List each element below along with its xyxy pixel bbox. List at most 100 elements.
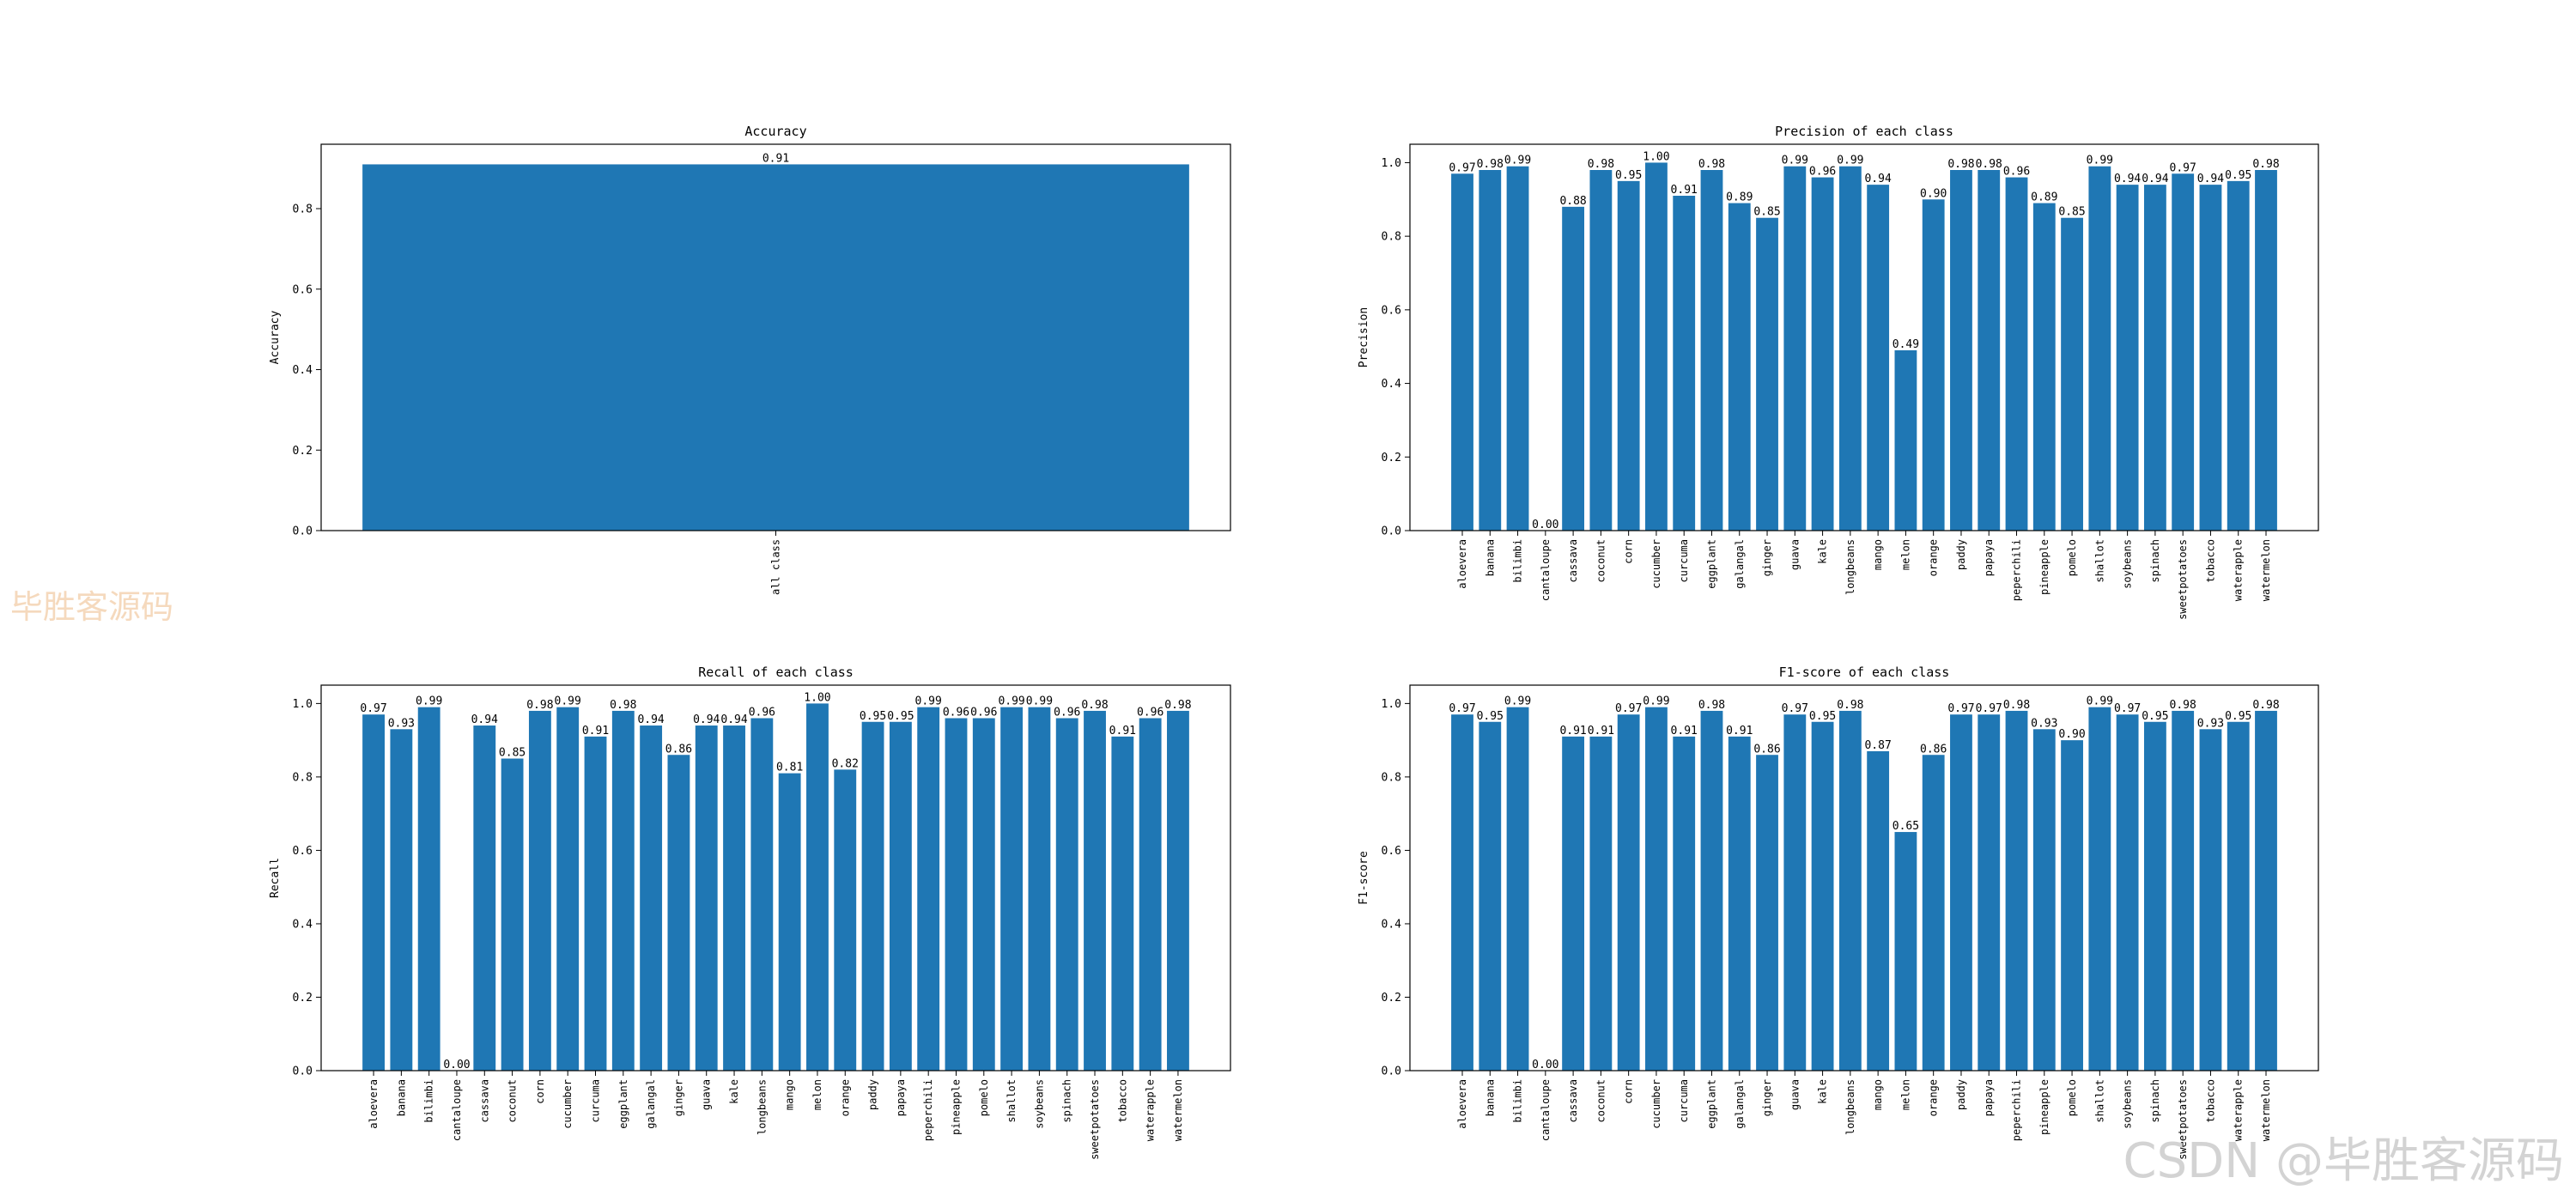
bar-value-label: 0.86 [1920,743,1947,756]
x-tick-label: cantaloupe [1540,1079,1552,1141]
bar-value-label: 0.95 [1809,710,1836,723]
bar-coconut [501,758,524,1071]
bar-soybeans [2116,714,2139,1071]
bar-eggplant [611,710,635,1071]
bar-value-label: 0.99 [1643,695,1669,708]
y-tick-label: 0.6 [293,845,313,858]
bar-value-label: 0.91 [762,152,789,165]
bar-mango [778,773,801,1071]
x-tick-label: kale [728,1079,740,1104]
bar-value-label: 0.97 [1976,702,2002,715]
x-tick-label: sweetpotatoes [2177,1079,2189,1160]
y-tick-label: 0.2 [293,445,313,458]
x-tick-label: eggplant [1705,1079,1717,1129]
x-tick-label: cantaloupe [451,1079,463,1141]
bar-value-label: 0.93 [2031,717,2057,730]
bar-banana [1479,721,1502,1071]
bar-guava [1783,166,1807,531]
bar-cucumber [1645,707,1668,1071]
x-tick-label: corn [534,1079,546,1104]
x-tick-label: galangal [1734,1079,1746,1129]
x-tick-label: melon [811,1079,823,1110]
bar-paddy [861,721,884,1071]
x-tick-label: mango [1872,539,1884,570]
bar-cassava [1562,736,1585,1071]
x-tick-label: peperchili [922,1079,934,1141]
x-tick-label: papaya [895,1079,907,1116]
bar-value-label: 0.99 [1504,155,1531,167]
bar-value-label: 0.99 [1026,695,1053,708]
y-tick-label: 0.0 [293,1065,313,1078]
bar-ginger [1756,217,1778,531]
bar-value-label: 0.94 [637,713,664,726]
bar-tobacco [1111,736,1134,1071]
x-tick-label: mango [784,1079,796,1110]
bar-value-label: 0.91 [1671,184,1698,197]
bar-peperchili [2005,710,2028,1071]
bar-value-label: 0.99 [1782,155,1808,167]
bar-tobacco [2199,729,2222,1071]
bar-value-label: 0.90 [2058,728,2085,741]
bar-pomelo [972,718,995,1071]
bar-ginger [667,755,690,1071]
x-tick-label: coconut [1595,1079,1607,1123]
bar-value-label: 0.99 [998,695,1024,708]
bar-value-label: 0.00 [443,1059,470,1071]
bar-value-label: 0.98 [1698,699,1725,712]
bar-value-label: 0.99 [2087,695,2113,708]
bar-waterapple [2227,180,2250,531]
x-tick-label: cassava [1567,1079,1579,1123]
chart-precision: 0.97 0.98 0.990.000.880.980.951.000.910.98… [1358,124,2319,620]
x-tick-label: ginger [1761,539,1773,576]
bar-value-label: 0.99 [2087,155,2113,167]
bar-curcuma [584,736,607,1071]
bar-value-label: 0.95 [2225,169,2251,182]
x-tick-label: pineapple [950,1079,962,1135]
x-tick-label: aloevera [1456,1079,1468,1129]
bar-paddy [1950,170,1972,531]
bar-shallot [2088,707,2111,1071]
x-tick-label: cucumber [1650,539,1662,589]
bar-value-label: 0.91 [1559,725,1586,738]
x-tick-label: sweetpotatoes [1089,1079,1101,1160]
x-tick-label: banana [1484,1079,1496,1116]
bar-cucumber [556,707,580,1071]
plot-frame [1409,143,2319,531]
x-tick-label: all class [770,539,782,595]
x-tick-label: aloevera [1456,539,1468,589]
x-tick-label: soybeans [2122,539,2134,589]
bar-value-label: 0.85 [499,747,526,760]
chart-title: Recall of each class [698,665,854,680]
bar-value-label: 0.99 [915,695,942,708]
bar-galangal [1728,203,1751,531]
bar-value-label: 0.85 [2058,206,2085,219]
bar-value-label: 0.86 [665,743,692,756]
x-tick-label: galangal [645,1079,657,1129]
bar-value-label: 0.97 [1449,161,1475,174]
x-tick-label: spinach [2149,1079,2161,1123]
x-tick-label: pomelo [2066,1079,2078,1116]
bar-mango [1867,185,1890,531]
bar-longbeans [1838,710,1862,1071]
x-tick-label: tobacco [2204,539,2216,583]
x-tick-label: curcuma [1678,1079,1690,1123]
x-tick-label: papaya [1983,539,1995,576]
y-tick-label: 0.8 [1382,771,1401,784]
y-tick-label: 0.0 [293,525,313,538]
bar-papaya [889,721,912,1071]
bar-pineapple [2032,729,2056,1071]
bar-value-label: 0.96 [1054,706,1080,719]
x-tick-label: ginger [672,1079,684,1116]
x-tick-label: spinach [2149,539,2161,583]
x-tick-label: kale [1817,539,1829,564]
y-tick-label: 0.4 [293,364,313,377]
y-tick-label: 0.6 [1382,304,1401,317]
x-tick-label: corn [1623,539,1635,564]
chart-accuracy: 0.91 0.0 0.2 0.4 0.6 0.8 all class Accuracy Accu… [269,124,1231,595]
bar-value-label: 0.98 [2170,699,2196,712]
bar-value-label: 0.98 [1588,158,1614,171]
bar-value-label: 0.95 [2225,710,2251,723]
x-tick-label: curcuma [1678,539,1690,583]
y-tick-label: 0.0 [1382,1065,1401,1078]
plot-frame [1409,684,2319,1071]
